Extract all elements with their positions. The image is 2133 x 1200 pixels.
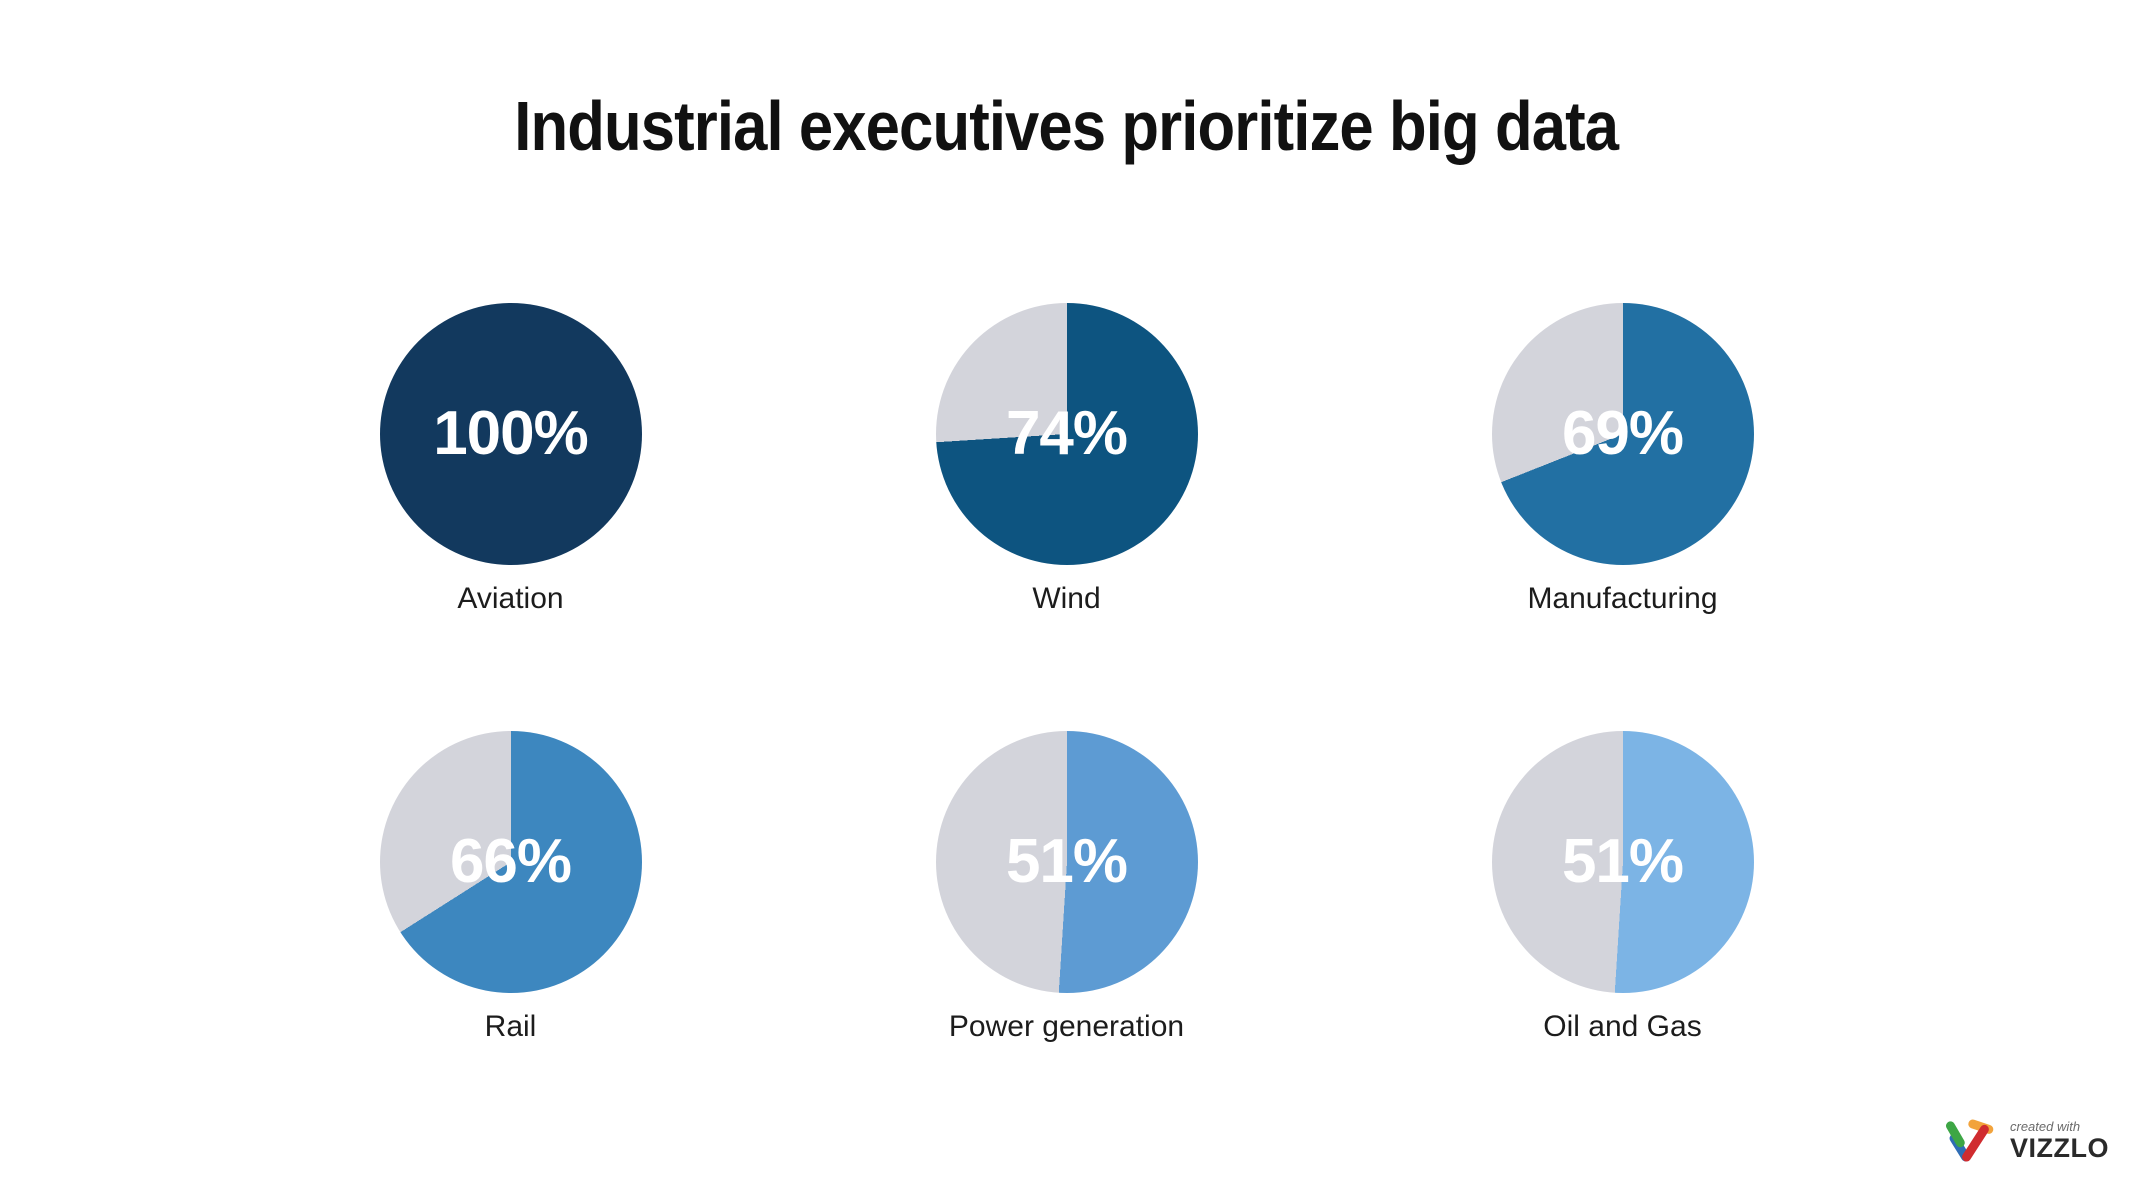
pie-category-label: Aviation bbox=[457, 582, 564, 615]
pie-value-label: 74% bbox=[1005, 399, 1128, 468]
pie-category-label: Rail bbox=[484, 1010, 537, 1043]
chart-title-row: Industrial executives prioritize big dat… bbox=[0, 86, 2133, 166]
pie-value-label: 66% bbox=[449, 827, 572, 896]
vizzlo-brand-label: VIZZLO bbox=[2010, 1133, 2109, 1163]
vizzlo-logo-text: created with VIZZLO bbox=[2010, 1119, 2109, 1163]
pie-value-label: 51% bbox=[1005, 827, 1128, 896]
pie-category-label: Manufacturing bbox=[1527, 582, 1718, 615]
pie-category-label: Oil and Gas bbox=[1543, 1010, 1702, 1043]
vizzlo-logo-icon bbox=[1945, 1119, 1994, 1162]
pie-chart-wind: 74% bbox=[935, 303, 1198, 565]
chart-title: Industrial executives prioritize big dat… bbox=[514, 87, 1620, 165]
pie-chart-power-generation: 51% bbox=[935, 731, 1198, 993]
pie-cell-oil-and-gas: 51% Oil and Gas bbox=[1345, 731, 1901, 1159]
pie-chart-rail: 66% bbox=[379, 731, 642, 993]
pie-cell-aviation: 100% Aviation bbox=[233, 303, 789, 731]
pie-value-label: 69% bbox=[1561, 399, 1684, 468]
pie-category-label: Power generation bbox=[948, 1010, 1185, 1043]
pie-chart-manufacturing: 69% bbox=[1491, 303, 1754, 565]
created-with-label: created with bbox=[2010, 1119, 2081, 1134]
pie-value-label: 100% bbox=[433, 399, 589, 468]
pie-category-label: Wind bbox=[1032, 582, 1101, 615]
pie-value-label: 51% bbox=[1561, 827, 1684, 896]
pie-grid: 100% Aviation 74% Wind 69% Manufacturing 66% Ra… bbox=[233, 303, 1901, 1159]
pie-cell-power-generation: 51% Power generation bbox=[789, 731, 1345, 1159]
pie-chart-aviation: 100% bbox=[379, 303, 642, 565]
pie-cell-wind: 74% Wind bbox=[789, 303, 1345, 731]
pie-cell-manufacturing: 69% Manufacturing bbox=[1345, 303, 1901, 731]
pie-chart-oil-and-gas: 51% bbox=[1491, 731, 1754, 993]
vizzlo-attribution: created with VIZZLO bbox=[1942, 1116, 2109, 1166]
pie-cell-rail: 66% Rail bbox=[233, 731, 789, 1159]
